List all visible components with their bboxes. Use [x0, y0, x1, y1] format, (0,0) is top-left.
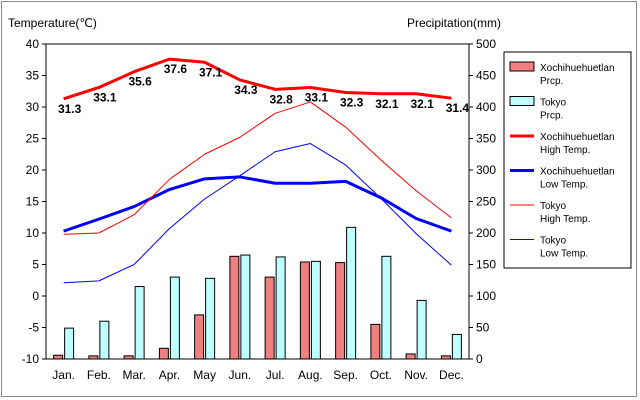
legend-label: High Temp. [540, 214, 590, 225]
right-tick-label: 50 [476, 321, 490, 335]
left-tick-label: 5 [32, 258, 39, 272]
data-label: 31.3 [58, 102, 82, 116]
bar [134, 286, 145, 360]
right-tick-label: 0 [476, 352, 483, 366]
x-tick-label: Mar. [122, 368, 145, 382]
bar [194, 314, 205, 360]
data-label: 37.6 [164, 62, 188, 76]
right-tick-label: 150 [476, 258, 496, 272]
right-tick-label: 100 [476, 289, 496, 303]
series-line [63, 57, 452, 101]
legend-label: Tokyo [540, 98, 567, 109]
x-tick-label: Jan. [52, 368, 75, 382]
x-tick-label: Jul. [266, 368, 285, 382]
bar [405, 353, 416, 360]
right-tick-label: 350 [476, 132, 496, 146]
left-tick-label: 20 [26, 163, 40, 177]
right-axis-title: Precipitation(mm) [407, 16, 501, 30]
legend-label: Xochihuehuetlan [540, 167, 615, 178]
legend-label: Tokyo [540, 236, 567, 247]
left-tick-label: 15 [26, 195, 40, 209]
legend-box [503, 51, 632, 269]
x-tick-label: Jun. [229, 368, 252, 382]
x-tick-label: Aug. [298, 368, 323, 382]
data-label: 32.1 [375, 97, 399, 111]
bar [310, 260, 321, 360]
legend-label: Low Temp. [540, 249, 588, 260]
legend-label: Prcp. [540, 76, 563, 87]
bar [370, 323, 381, 360]
legend-label: Prcp. [540, 111, 563, 122]
legend: Xochihuehuetlan Prcp. Tokyo Prcp. Xochihuehu… [503, 51, 632, 269]
plot-border [45, 43, 470, 360]
bar [123, 355, 134, 360]
bar [275, 256, 286, 360]
left-tick-label: 30 [26, 100, 40, 114]
bar [346, 226, 357, 360]
legend-label: Xochihuehuetlan [540, 132, 615, 143]
x-tick-label: Oct. [370, 368, 392, 382]
right-tick-label: 300 [476, 163, 496, 177]
bar [158, 347, 169, 360]
bar [229, 255, 240, 360]
bar [240, 254, 251, 360]
bar [205, 277, 216, 360]
data-label: 33.1 [305, 90, 329, 104]
left-tick-label: 40 [26, 37, 40, 51]
data-label: 32.1 [410, 97, 434, 111]
right-tick-label: 500 [476, 37, 496, 51]
x-tick-label: Nov. [404, 368, 428, 382]
left-tick-label: 10 [26, 226, 40, 240]
x-tick-label: Feb. [87, 368, 111, 382]
data-label: 33.1 [93, 90, 117, 104]
bar [64, 327, 75, 360]
series-line [63, 143, 452, 284]
bar [381, 255, 392, 360]
data-label: 37.1 [199, 65, 223, 79]
x-tick-label: Sep. [333, 368, 358, 382]
bar [335, 262, 346, 360]
right-tick-label: 400 [476, 100, 496, 114]
right-tick-label: 200 [476, 226, 496, 240]
plot-area: -10-505101520253035400501001502002503003… [22, 37, 497, 382]
bar [169, 276, 180, 360]
legend-label: High Temp. [540, 145, 590, 156]
legend-swatch [509, 61, 535, 72]
bar [99, 320, 110, 360]
right-tick-label: 250 [476, 195, 496, 209]
left-tick-label: 0 [32, 289, 39, 303]
bar [440, 355, 451, 360]
left-axis-title: Temperature(℃) [8, 16, 97, 30]
right-tick-label: 450 [476, 69, 496, 83]
data-label: 35.6 [128, 75, 152, 89]
data-label: 34.3 [234, 83, 258, 97]
series-line [63, 101, 452, 235]
legend-swatch [509, 96, 535, 106]
data-label: 31.4 [446, 101, 470, 115]
bar [451, 333, 462, 360]
left-tick-label: -5 [28, 321, 39, 335]
left-tick-label: 25 [26, 132, 40, 146]
left-tick-label: 35 [26, 69, 40, 83]
data-label: 32.8 [269, 92, 293, 106]
legend-label: Xochihuehuetlan [540, 63, 615, 74]
bar [264, 276, 275, 360]
bar [88, 355, 99, 360]
x-tick-label: May [193, 368, 216, 382]
series-line [63, 175, 452, 233]
legend-label: Tokyo [540, 201, 567, 212]
bar [299, 261, 310, 360]
bar [53, 354, 64, 360]
x-tick-label: Apr. [159, 368, 180, 382]
bar [416, 299, 427, 360]
x-tick-label: Dec. [439, 368, 464, 382]
legend-label: Low Temp. [540, 180, 588, 191]
data-label: 32.3 [340, 96, 364, 110]
left-tick-label: -10 [22, 352, 40, 366]
